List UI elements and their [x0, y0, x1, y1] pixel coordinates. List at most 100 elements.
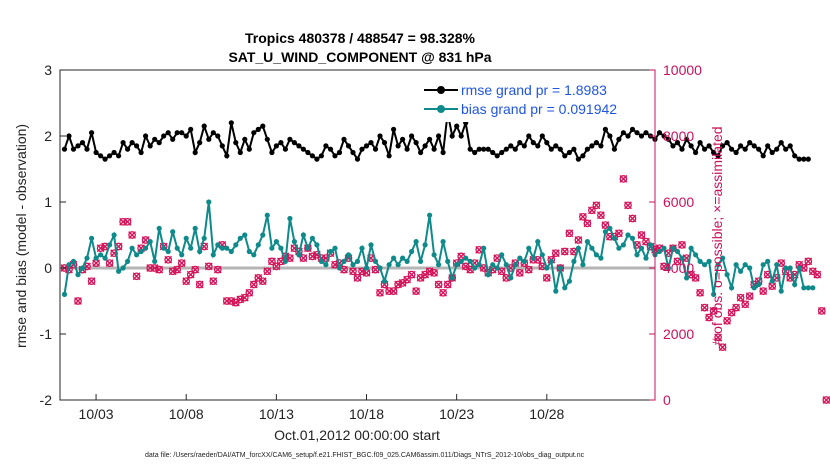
legend-bias-marker	[437, 105, 445, 113]
obs-possible-point	[560, 247, 569, 256]
obs-assimilated-point	[804, 257, 813, 266]
obs-assimilated-point	[92, 259, 100, 267]
bias-point	[260, 232, 266, 238]
obs-assimilated-point	[637, 231, 646, 239]
right-tick-label: 2000	[663, 326, 694, 342]
bias-point	[111, 232, 117, 238]
rmse-point	[183, 133, 189, 139]
rmse-point	[409, 133, 415, 139]
bias-point	[616, 245, 622, 251]
rmse-point	[643, 130, 649, 136]
obs-possible-point	[245, 288, 254, 297]
bias-point	[170, 229, 176, 235]
obs-assimilated-point	[430, 269, 438, 277]
bias-point	[512, 262, 518, 268]
bias-point	[535, 239, 541, 245]
rmse-point	[499, 149, 505, 156]
bias-point	[404, 258, 410, 264]
rmse-point	[381, 140, 388, 146]
rmse-point	[98, 153, 104, 159]
rmse-point	[242, 136, 248, 142]
obs-possible-point	[389, 287, 398, 295]
rmse-point	[607, 133, 613, 139]
rmse-point	[751, 143, 757, 149]
rmse-point	[287, 136, 293, 142]
rmse-point	[386, 153, 392, 159]
legend-rmse-label: rmse grand pr = 1.8983	[461, 82, 607, 98]
bias-point	[553, 288, 559, 294]
rmse-point	[720, 143, 726, 149]
obs-assimilated-point	[813, 270, 822, 279]
bias-point	[693, 252, 699, 258]
bias-point	[769, 278, 775, 284]
obs-assimilated-point	[407, 270, 416, 279]
obs-possible-point	[678, 241, 686, 249]
obs-possible-point	[177, 259, 186, 267]
rmse-point	[774, 146, 780, 152]
rmse-point	[138, 149, 144, 156]
rmse-point	[282, 146, 288, 152]
obs-assimilated-point	[412, 287, 420, 295]
rmse-point	[449, 133, 455, 139]
obs-possible-point	[191, 265, 200, 274]
obs-possible-point	[353, 274, 362, 282]
obs-possible-point	[87, 277, 96, 286]
obs-possible-point	[691, 274, 700, 282]
bias-point	[805, 285, 811, 291]
rmse-point	[79, 140, 86, 146]
rmse-point	[688, 143, 694, 149]
rmse-point	[129, 140, 135, 146]
obs-possible-point	[213, 265, 222, 274]
bias-point	[89, 235, 95, 241]
obs-assimilated-point	[709, 307, 718, 315]
obs-possible-point	[209, 277, 218, 286]
rmse-point	[702, 146, 708, 152]
rmse-point	[634, 130, 640, 136]
bias-series	[61, 199, 816, 297]
rmse-point	[738, 143, 744, 149]
bias-point	[120, 265, 126, 271]
bias-point	[684, 275, 690, 281]
obs-possible-point	[619, 175, 628, 183]
bias-point	[116, 268, 122, 274]
rmse-point	[323, 143, 329, 149]
rmse-point	[756, 146, 762, 152]
obs-assimilated-point	[691, 274, 700, 282]
bias-point	[656, 248, 663, 255]
rmse-point	[413, 140, 419, 146]
right-tick-label: 10000	[663, 62, 702, 78]
obs-assimilated-point	[389, 287, 398, 295]
obs-possible-point	[723, 316, 731, 325]
rmse-point	[224, 153, 230, 159]
obs-possible-point	[249, 280, 258, 289]
obs-possible-point	[403, 275, 411, 284]
rmse-point	[548, 146, 554, 152]
obs-possible-point	[443, 280, 452, 289]
bias-point	[593, 252, 600, 258]
bias-point	[458, 258, 464, 264]
bias-point	[715, 262, 721, 268]
rmse-point	[697, 140, 703, 146]
obs-assimilated-point	[461, 262, 470, 271]
bias-point	[647, 242, 654, 248]
rmse-point	[706, 143, 712, 149]
bias-point	[499, 252, 505, 258]
bias-point	[98, 252, 104, 258]
bias-point	[300, 232, 306, 238]
bias-point	[291, 239, 297, 245]
x-tick-label: 10/08	[169, 406, 204, 422]
bias-point	[192, 225, 198, 231]
obs-assimilated-point	[624, 201, 632, 210]
bias-point	[75, 272, 81, 278]
right-tick-label: 8000	[663, 128, 694, 144]
bias-point	[494, 265, 500, 271]
rmse-point	[93, 149, 99, 156]
rmse-point	[147, 143, 153, 149]
obs-assimilated-point	[249, 280, 258, 289]
bias-point	[165, 248, 171, 255]
obs-assimilated-point	[723, 316, 731, 325]
left-axis-ticks: -2 -1 0 1 2 3	[40, 62, 66, 408]
obs-assimilated-point	[308, 252, 317, 261]
obs-possible-point	[299, 254, 308, 262]
legend: rmse grand pr = 1.8983 bias grand pr = 0…	[420, 78, 650, 122]
